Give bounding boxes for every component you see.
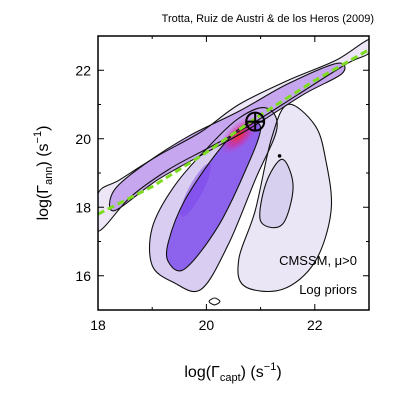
chart-credit: Trotta, Ruiz de Austri & de los Heros (2… [162,13,374,25]
x-tick-label: 22 [307,317,323,333]
secondary-peak-dot [277,154,282,158]
x-axis-ticks: 18 20 22 [90,36,370,333]
y-tick-label: 18 [75,199,91,215]
density-right-core [259,159,294,228]
y-axis-label: log(Γann) (s−1) [32,126,55,221]
density-lower-core [166,122,261,271]
contour-right-lobe-inner [259,158,294,229]
x-tick-label: 20 [199,317,215,333]
contour-lower-lobe-outer [148,107,278,293]
y-axis-ticks: 16 18 20 22 [75,35,369,311]
equilibrium-line [98,48,369,216]
annotation-priors: Log priors [299,282,357,297]
contour-small-island [208,297,221,306]
x-axis-label: log(Γcapt) (s−1) [184,361,281,384]
contour-right-lobe-outer [237,103,333,293]
density-ridge [180,163,211,217]
equilibrium-dashed-line [98,48,369,216]
y-tick-label: 22 [75,62,91,78]
annotation-model: CMSSM, μ>0 [279,253,357,268]
y-tick-label: 16 [75,268,91,284]
best-fit-marker [245,111,266,132]
x-tick-label: 18 [90,317,106,333]
y-tick-label: 20 [75,131,91,147]
